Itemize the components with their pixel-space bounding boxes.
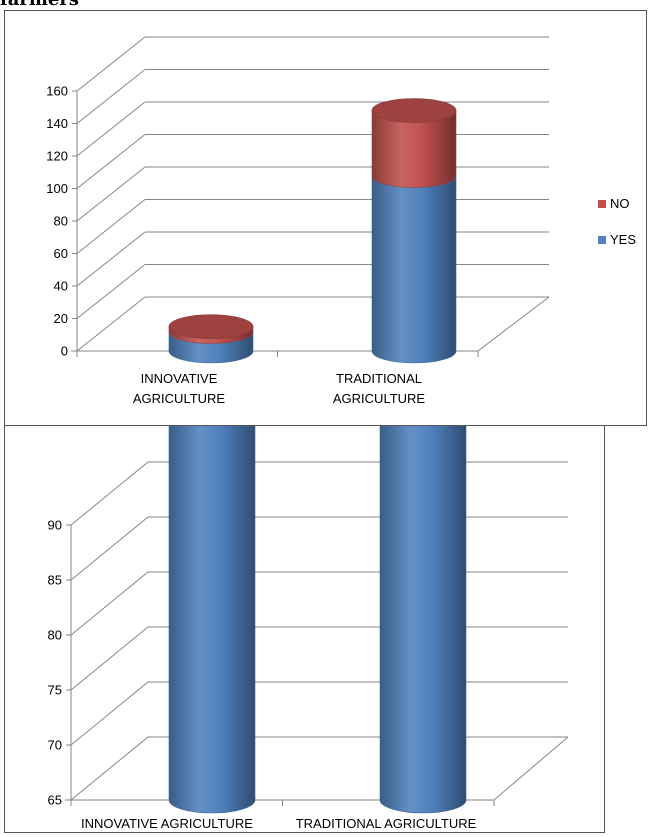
y-tick-label: 80: [48, 628, 62, 643]
side-gridline: [70, 681, 149, 746]
x-category-label: TRADITIONAL AGRICULTURE: [296, 816, 477, 831]
x-category-label: INNOVATIVE AGRICULTURE: [81, 816, 253, 831]
side-gridline: [76, 134, 146, 189]
bar-value-1: [168, 426, 256, 814]
legend-swatch-yes: [598, 236, 606, 244]
y-tick-label: 160: [46, 84, 68, 99]
side-gridline: [70, 461, 149, 526]
y-tick-label: 90: [48, 518, 62, 533]
legend-swatch-no: [598, 200, 606, 208]
bar-yes-2: [371, 175, 457, 364]
x-category-label: TRADITIONAL: [336, 371, 422, 386]
y-tick-label: 80: [54, 214, 68, 229]
floor-edge: [71, 736, 569, 801]
x-category-label: AGRICULTURE: [333, 391, 426, 406]
chart-panel-1: 0 20 40 60 80 100 120 140 160 INNOVATIVE AGRICULTU…: [4, 10, 647, 426]
x-category-label: INNOVATIVE: [141, 371, 218, 386]
y-tick-label: 70: [48, 738, 62, 753]
y-tick-label: 60: [54, 246, 68, 261]
chart-2: 65 70 75 80 85 90 INNOVATIVE AGRICULTURE TRADIT…: [48, 426, 569, 831]
side-gridline: [70, 736, 149, 801]
side-gridline: [70, 626, 149, 691]
y-tick-label: 65: [48, 793, 62, 808]
y-tick-label: 120: [46, 149, 68, 164]
side-gridline: [70, 571, 149, 636]
bar-top-2: [371, 98, 457, 123]
floor-edge: [77, 296, 550, 352]
y-tick-label: 0: [61, 344, 68, 359]
side-gridline: [76, 69, 146, 124]
side-gridline: [76, 166, 146, 222]
page-heading: farmers: [0, 0, 79, 11]
y-tick-label: 75: [48, 683, 62, 698]
side-gridline: [70, 516, 149, 581]
chart-1: 0 20 40 60 80 100 120 140 160 INNOVATIVE AGRICULTU…: [46, 36, 636, 406]
side-gridline: [76, 36, 146, 92]
chart-panel-2: 65 70 75 80 85 90 INNOVATIVE AGRICULTURE TRADIT…: [4, 425, 605, 833]
bar-top-1: [168, 314, 254, 339]
side-gridline: [76, 296, 146, 352]
side-gridline: [76, 199, 146, 254]
y-tick-label: 40: [54, 279, 68, 294]
side-gridline: [76, 231, 146, 287]
x-category-label: AGRICULTURE: [133, 391, 226, 406]
side-gridline: [76, 264, 146, 319]
side-gridline: [76, 101, 146, 157]
legend-label-yes: YES: [610, 232, 636, 247]
y-tick-label: 100: [46, 181, 68, 196]
bar-value-2: [379, 426, 467, 814]
y-tick-label: 20: [54, 311, 68, 326]
y-tick-label: 85: [48, 573, 62, 588]
y-tick-label: 140: [46, 116, 68, 131]
legend-label-no: NO: [610, 196, 630, 211]
